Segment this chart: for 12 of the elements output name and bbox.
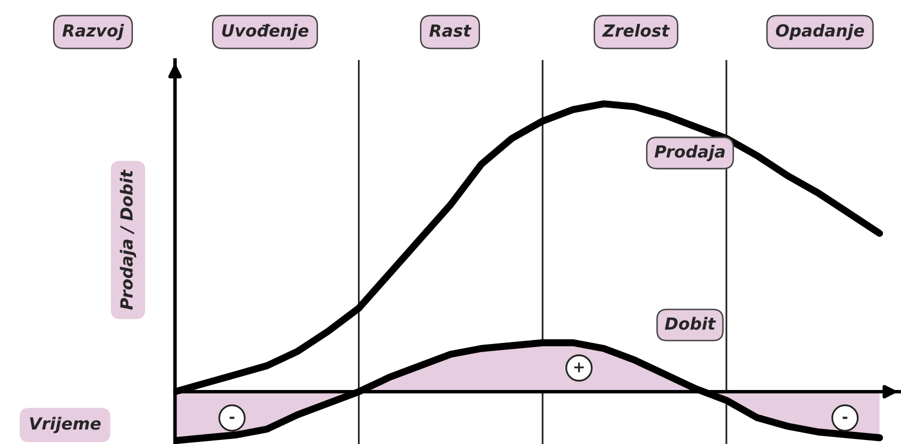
text: Zrelost [602,24,670,37]
annotation: - [842,416,848,419]
y-axis-title: Prodaja / Dobit [120,169,136,310]
series-label: Prodaja [654,144,725,162]
text: Uvođenje [222,24,308,40]
text: Dobit [664,316,716,330]
text: Rast [429,24,472,37]
text: Opadanje [776,24,864,40]
text: Razvoj [62,24,124,40]
annotation: - [230,416,234,419]
annotation: + [574,362,584,372]
x-axis-title: Vrijeme [30,416,101,434]
